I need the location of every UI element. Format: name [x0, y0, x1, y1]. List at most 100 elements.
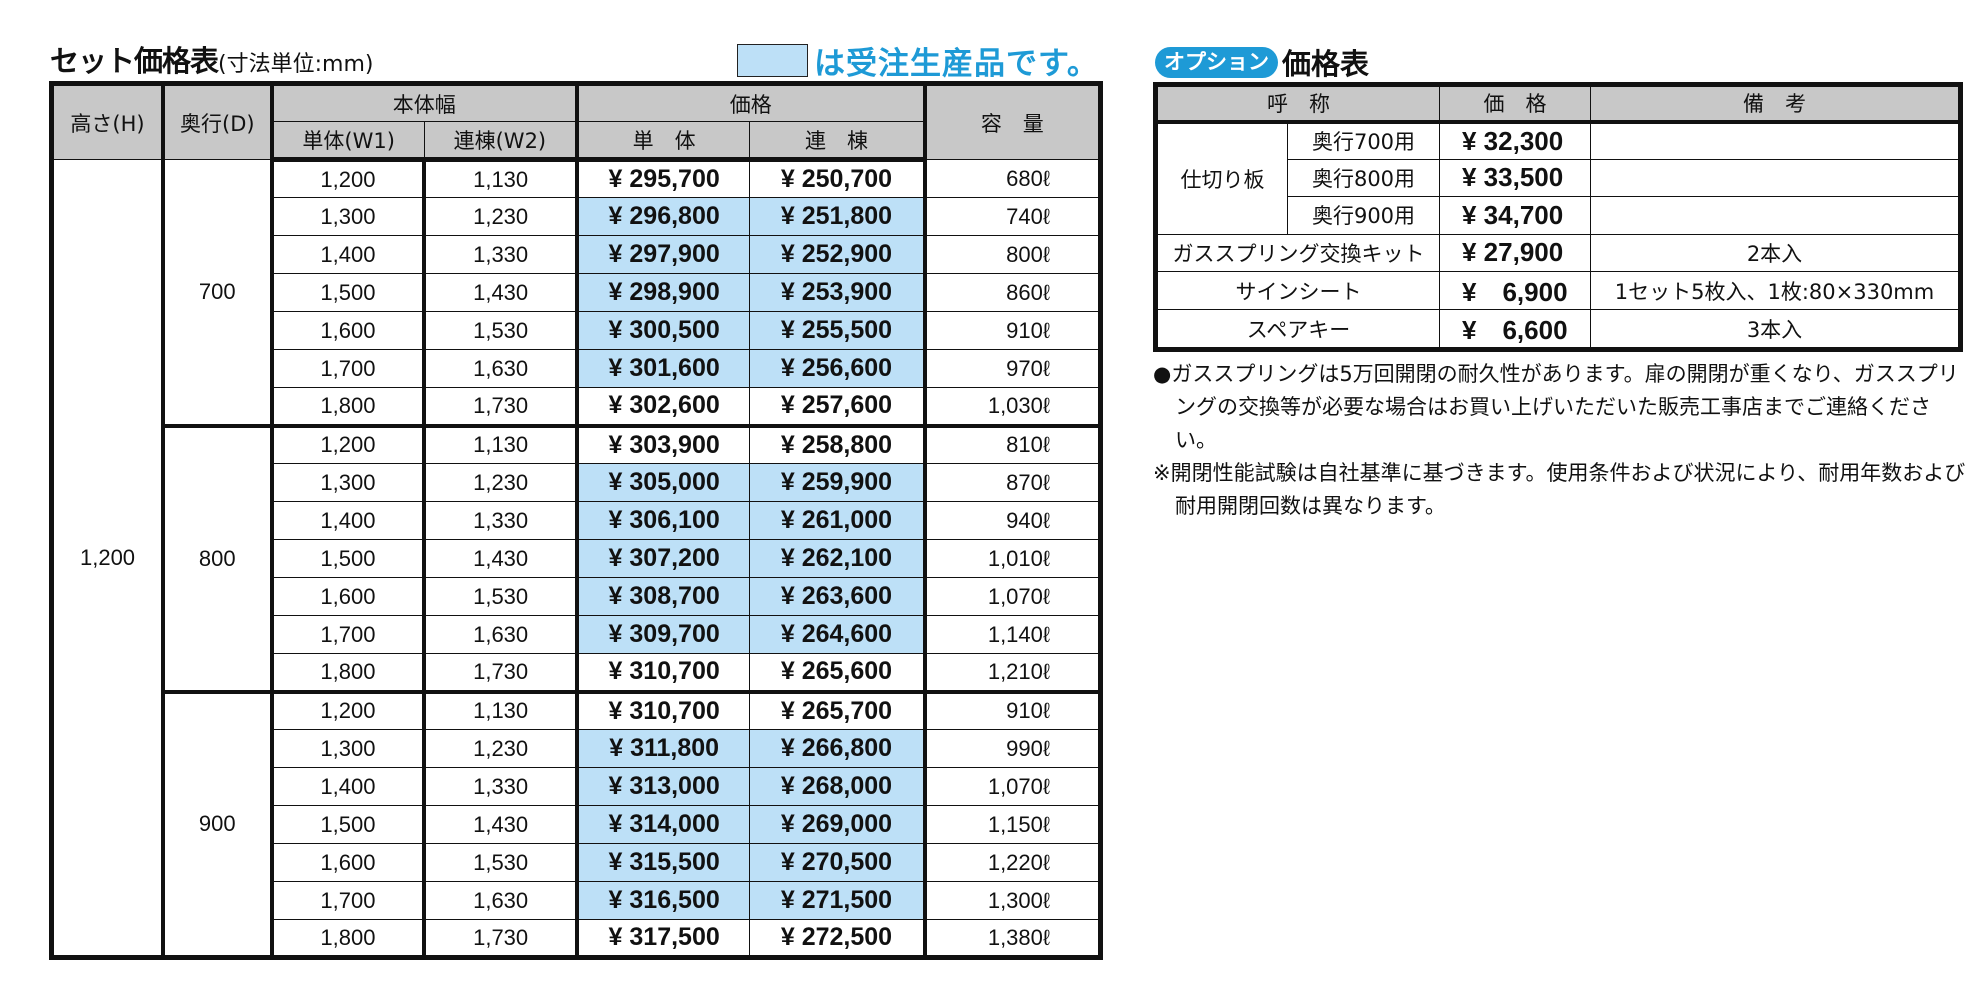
- highlight-swatch: [737, 44, 808, 77]
- set-price-table: 高さ(H) 奥行(D) 本体幅 価格 容 量 単体(W1) 連棟(W2) 単 体…: [49, 81, 1103, 960]
- header-opt-price: 価 格: [1439, 84, 1591, 124]
- linked-price-cell: ¥ 258,800: [749, 423, 926, 464]
- header-price: 価格: [574, 83, 926, 122]
- option-price: ¥ 32,300: [1439, 121, 1591, 160]
- single-price-cell: ¥ 313,000: [574, 767, 751, 806]
- table-row: 1,700 1,630 ¥ 301,600 ¥ 256,600 970ℓ: [52, 349, 1101, 388]
- linked-price-cell: ¥ 256,600: [749, 349, 926, 388]
- header-body-width: 本体幅: [269, 83, 578, 122]
- w1-cell: 1,500: [269, 273, 425, 312]
- w2-cell: 1,330: [422, 501, 578, 540]
- w2-cell: 1,330: [422, 767, 578, 806]
- header-height: 高さ(H): [51, 83, 164, 160]
- capacity-cell: 1,150ℓ: [922, 805, 1101, 844]
- w2-cell: 1,230: [422, 463, 578, 502]
- header-name: 呼 称: [1155, 84, 1440, 124]
- option-row: 仕切り板 奥行700用 ¥ 32,300: [1155, 121, 1961, 235]
- linked-price-cell: ¥ 262,100: [749, 539, 926, 578]
- made-to-order-legend: は受注生産品です。: [737, 38, 1099, 83]
- linked-price-cell: ¥ 250,700: [749, 159, 926, 198]
- note-gas-spring: ●ガススプリングは5万回開閉の耐久性があります。扉の開閉が重くなり、ガススプリン…: [1153, 362, 1959, 452]
- single-price-cell: ¥ 306,100: [574, 501, 751, 540]
- single-price-cell: ¥ 297,900: [574, 235, 751, 274]
- w2-cell: 1,530: [422, 577, 578, 616]
- linked-price-cell: ¥ 266,800: [749, 729, 926, 768]
- option-row: ガススプリング交換キット ¥ 27,900 2本入: [1155, 233, 1961, 272]
- table-row: 1,500 1,430 ¥ 307,200 ¥ 262,100 1,010ℓ: [52, 539, 1101, 578]
- w1-cell: 1,500: [269, 539, 425, 578]
- w2-cell: 1,230: [422, 729, 578, 768]
- table-row: 1,800 1,730 ¥ 310,700 ¥ 265,600 1,210ℓ: [52, 653, 1101, 692]
- table-row: 1,400 1,330 ¥ 297,900 ¥ 252,900 800ℓ: [52, 235, 1101, 274]
- capacity-cell: 1,380ℓ: [922, 919, 1101, 958]
- option-remarks: [1590, 158, 1961, 197]
- single-price-cell: ¥ 301,600: [574, 349, 751, 388]
- option-name: 奥行900用: [1287, 196, 1440, 235]
- w2-cell: 1,630: [422, 349, 578, 388]
- table-row: 1,300 1,230 ¥ 305,000 ¥ 259,900 870ℓ: [52, 463, 1101, 502]
- option-price: ¥ 33,500: [1439, 158, 1591, 197]
- linked-price-cell: ¥ 255,500: [749, 311, 926, 350]
- header-single: 単 体: [574, 121, 751, 162]
- partition-label: 仕切り板: [1155, 121, 1288, 235]
- table-row: 1,300 1,230 ¥ 311,800 ¥ 266,800 990ℓ: [52, 729, 1101, 768]
- table-row: 1,600 1,530 ¥ 308,700 ¥ 263,600 1,070ℓ: [52, 577, 1101, 616]
- w2-cell: 1,630: [422, 615, 578, 654]
- table-row: 1,700 1,630 ¥ 316,500 ¥ 271,500 1,300ℓ: [52, 881, 1101, 920]
- table-row: 1,500 1,430 ¥ 314,000 ¥ 269,000 1,150ℓ: [52, 805, 1101, 844]
- single-price-cell: ¥ 298,900: [574, 273, 751, 312]
- single-price-cell: ¥ 308,700: [574, 577, 751, 616]
- table-row: 1,800 1,730 ¥ 302,600 ¥ 257,600 1,030ℓ: [52, 387, 1101, 426]
- header-remarks: 備 考: [1590, 84, 1961, 124]
- single-price-cell: ¥ 315,500: [574, 843, 751, 882]
- option-row: 奥行800用 ¥ 33,500: [1156, 158, 1961, 197]
- w2-cell: 1,530: [422, 311, 578, 350]
- single-price-cell: ¥ 300,500: [574, 311, 751, 350]
- linked-price-cell: ¥ 261,000: [749, 501, 926, 540]
- single-price-cell: ¥ 309,700: [574, 615, 751, 654]
- w1-cell: 1,600: [269, 577, 425, 616]
- depth-cell: 900: [161, 689, 273, 958]
- capacity-cell: 1,210ℓ: [922, 653, 1101, 692]
- option-remarks: [1590, 196, 1961, 235]
- option-name: サインシート: [1155, 271, 1440, 310]
- w2-cell: 1,430: [422, 539, 578, 578]
- note-test-standard: ※開閉性能試験は自社基準に基づきます。使用条件および状況により、耐用年数および耐…: [1153, 461, 1966, 518]
- option-remarks: 1セット5枚入、1枚:80×330mm: [1590, 271, 1961, 310]
- option-price-table-title: オプション 価格表: [1155, 41, 1369, 83]
- w2-cell: 1,430: [422, 273, 578, 312]
- option-row: サインシート ¥ 6,900 1セット5枚入、1枚:80×330mm: [1155, 271, 1961, 310]
- option-table-body: 仕切り板 奥行700用 ¥ 32,300 奥行800用 ¥ 33,500 奥行900用 ¥ …: [1155, 121, 1961, 350]
- w2-cell: 1,730: [422, 653, 578, 692]
- linked-price-cell: ¥ 265,700: [749, 689, 926, 730]
- w1-cell: 1,700: [269, 349, 425, 388]
- set-price-table-title: セット価格表(寸法単位:mm): [50, 38, 373, 80]
- capacity-cell: 1,070ℓ: [922, 767, 1101, 806]
- linked-price-cell: ¥ 259,900: [749, 463, 926, 502]
- linked-price-cell: ¥ 257,600: [749, 387, 926, 426]
- linked-price-cell: ¥ 263,600: [749, 577, 926, 616]
- option-price: ¥ 6,600: [1439, 309, 1591, 350]
- capacity-cell: 910ℓ: [922, 689, 1101, 730]
- single-price-cell: ¥ 317,500: [574, 919, 751, 958]
- header-linked-w2: 連棟(W2): [423, 121, 578, 162]
- option-remarks: [1590, 121, 1961, 160]
- option-price: ¥ 34,700: [1439, 196, 1591, 235]
- linked-price-cell: ¥ 264,600: [749, 615, 926, 654]
- set-table-body: 1,200 700 1,200 1,130 ¥ 295,700 ¥ 250,700 680ℓ…: [51, 159, 1101, 958]
- unit-note: (寸法単位:mm): [218, 52, 374, 77]
- w2-cell: 1,730: [422, 387, 578, 426]
- linked-price-cell: ¥ 252,900: [749, 235, 926, 274]
- depth-cell: 800: [161, 423, 273, 692]
- single-price-cell: ¥ 302,600: [574, 387, 751, 426]
- w2-cell: 1,130: [422, 159, 578, 198]
- option-row: 奥行900用 ¥ 34,700: [1156, 196, 1961, 235]
- option-name: ガススプリング交換キット: [1155, 233, 1440, 272]
- w2-cell: 1,630: [422, 881, 578, 920]
- option-price: ¥ 27,900: [1439, 233, 1591, 272]
- w1-cell: 1,600: [269, 311, 425, 350]
- option-remarks: 3本入: [1590, 309, 1961, 350]
- w2-cell: 1,330: [422, 235, 578, 274]
- capacity-cell: 1,030ℓ: [922, 387, 1101, 426]
- single-price-cell: ¥ 310,700: [574, 689, 751, 730]
